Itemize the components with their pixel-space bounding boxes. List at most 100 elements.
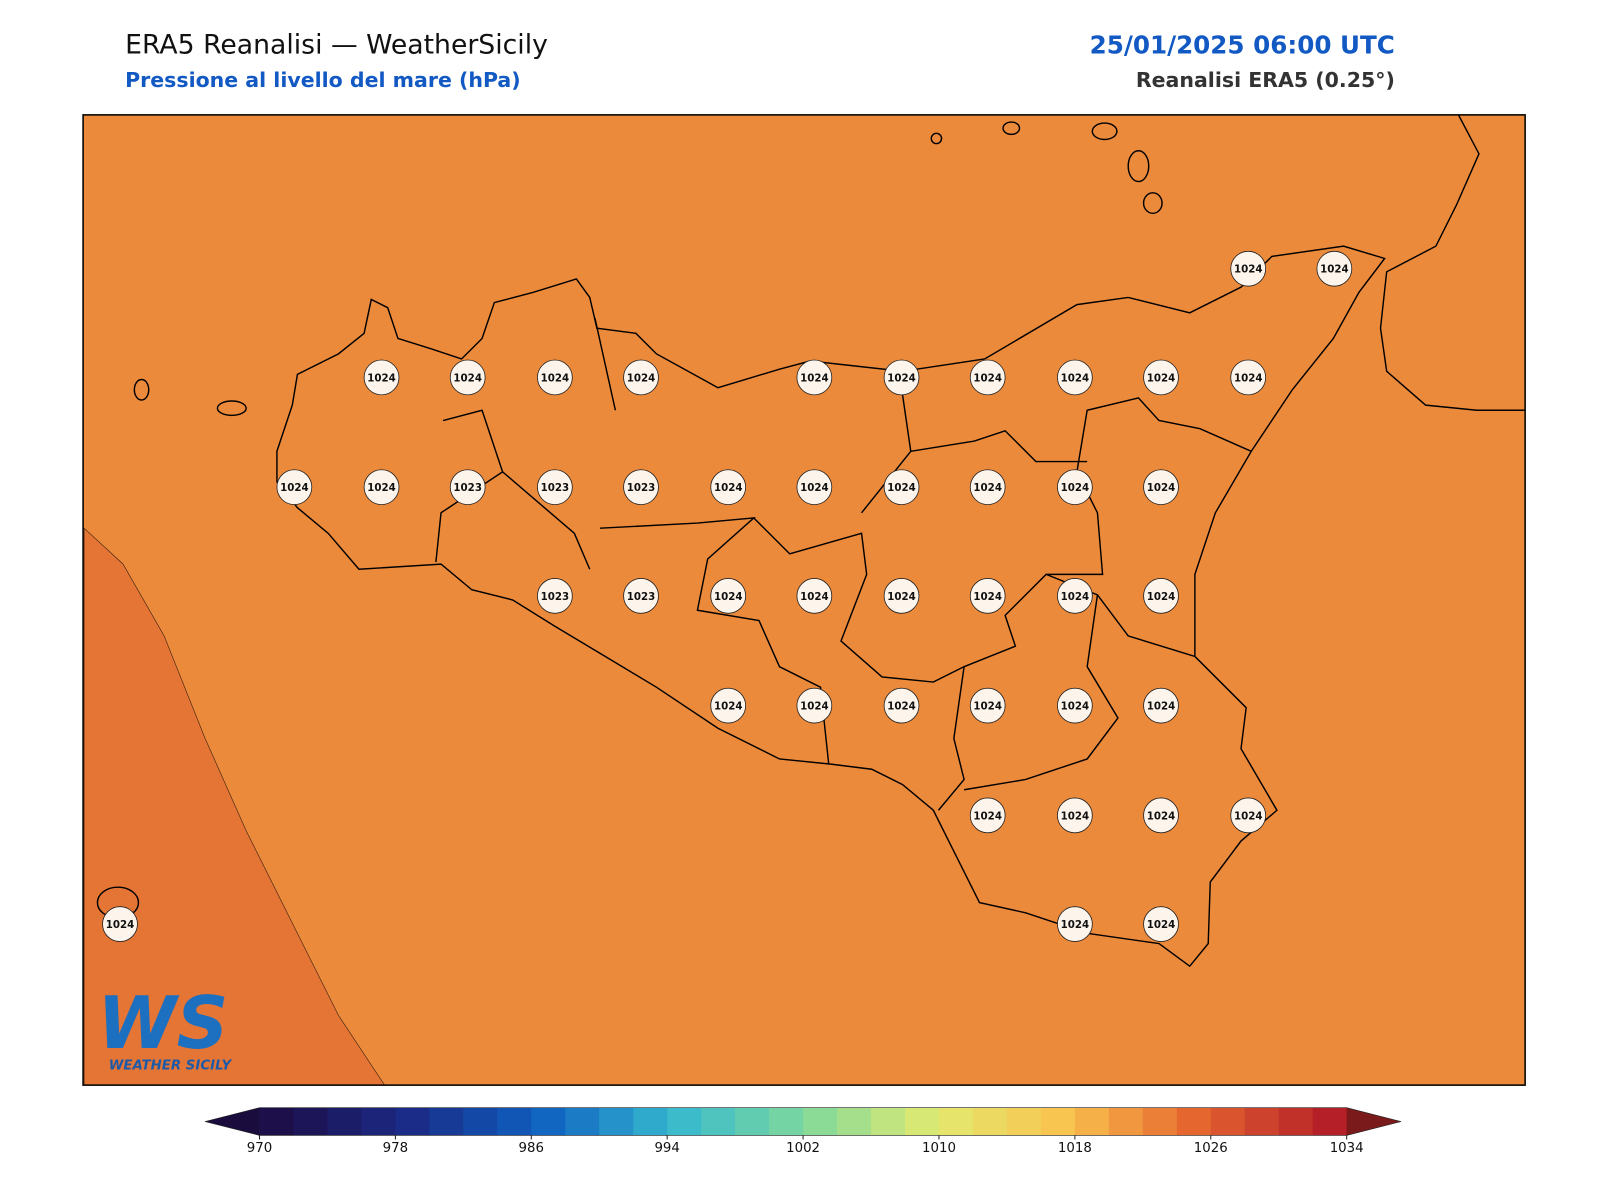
label-badge xyxy=(883,359,920,396)
date: 25/01/2025 06:00 UTC xyxy=(1090,30,1395,59)
pressure-label: 1024 xyxy=(800,591,829,603)
source: Reanalisi ERA5 (0.25°) xyxy=(1136,68,1395,92)
pressure-label: 1023 xyxy=(627,482,656,494)
pressure-label: 1023 xyxy=(541,482,570,494)
pressure-label: 1024 xyxy=(367,482,396,494)
colorbar-segment xyxy=(871,1107,906,1136)
sicily-coast xyxy=(276,245,1386,968)
pressure-label: 1024 xyxy=(1147,810,1176,822)
label-badge xyxy=(710,687,747,724)
pressure-label: 1024 xyxy=(1320,264,1349,276)
colorbar-tick-label: 1010 xyxy=(922,1141,956,1156)
label-badge xyxy=(796,687,833,724)
label-badge xyxy=(969,469,1006,506)
title: ERA5 Reanalisi — WeatherSicily xyxy=(125,29,548,60)
pressure-label: 1023 xyxy=(541,591,570,603)
pressure-label: 1024 xyxy=(627,372,656,384)
label-badge xyxy=(883,687,920,724)
colorbar-segment xyxy=(938,1107,974,1136)
pressure-label: 1024 xyxy=(1234,264,1263,276)
pressure-label: 1024 xyxy=(887,591,916,603)
colorbar-tick-label: 1034 xyxy=(1330,1141,1364,1156)
colorbar-segment xyxy=(1142,1107,1178,1136)
pressure-label: 1024 xyxy=(453,372,482,384)
colorbar-segment xyxy=(1244,1107,1280,1136)
island xyxy=(1142,192,1163,215)
pressure-label: 1024 xyxy=(1147,372,1176,384)
pressure-label: 1024 xyxy=(280,482,309,494)
colorbar-segment xyxy=(531,1107,566,1136)
label-badge xyxy=(1230,250,1267,287)
label-badge xyxy=(449,359,486,396)
island xyxy=(1127,150,1150,183)
island xyxy=(1091,122,1118,141)
colorbar-segment xyxy=(565,1107,600,1136)
label-badge xyxy=(1057,469,1093,506)
colorbar-segment xyxy=(395,1107,430,1136)
logo-mark: WS xyxy=(97,981,228,1065)
colorbar-segment xyxy=(1176,1107,1212,1136)
label-badge xyxy=(969,359,1006,396)
colorbar-segment xyxy=(1040,1107,1076,1136)
label-badge xyxy=(1143,797,1179,834)
colorbar-tick-label: 978 xyxy=(383,1141,408,1156)
label-badge xyxy=(1143,687,1179,724)
pressure-label: 1024 xyxy=(800,701,829,713)
colorbar-segment xyxy=(803,1107,838,1136)
pressure-label: 1024 xyxy=(1234,372,1263,384)
pressure-labels: 1024 1024 1024 1024 1024 1024 1024 1024 1024 1024… xyxy=(102,250,1353,942)
colorbar-tick-label: 1018 xyxy=(1058,1141,1092,1156)
pressure-label: 1024 xyxy=(1061,810,1090,822)
pressure-label: 1024 xyxy=(973,482,1002,494)
pressure-label: 1024 xyxy=(887,372,916,384)
label-badge xyxy=(883,469,920,506)
colorbar-segment xyxy=(972,1107,1008,1136)
colorbar-segment xyxy=(259,1107,294,1136)
colorbar-segment xyxy=(667,1107,702,1136)
label-badge xyxy=(969,797,1006,834)
pressure-label: 1024 xyxy=(1061,919,1090,931)
label-badge xyxy=(1143,469,1179,506)
colorbar-segment xyxy=(1108,1107,1144,1136)
label-badge xyxy=(276,469,313,506)
pressure-label: 1024 xyxy=(887,701,916,713)
colorbar-segment xyxy=(327,1107,362,1136)
colorbar-extend-high xyxy=(1346,1107,1402,1136)
island xyxy=(133,378,150,401)
pressure-label: 1024 xyxy=(1147,482,1176,494)
label-badge xyxy=(623,578,659,614)
label-badge xyxy=(796,469,833,506)
colorbar-segment xyxy=(1074,1107,1110,1136)
label-badge xyxy=(623,359,659,396)
pressure-label: 1024 xyxy=(973,810,1002,822)
label-badge xyxy=(1057,359,1093,396)
pressure-label: 1024 xyxy=(1234,810,1263,822)
label-badge xyxy=(449,469,486,506)
colorbar-tick-label: 1026 xyxy=(1194,1141,1228,1156)
label-badge xyxy=(537,469,573,506)
calabria-coast xyxy=(1379,114,1526,411)
label-badge xyxy=(969,578,1006,614)
pressure-label: 1024 xyxy=(1061,372,1090,384)
colorbar-segment xyxy=(701,1107,736,1136)
colorbar-extend-low xyxy=(205,1107,260,1136)
colorbar-segment xyxy=(293,1107,328,1136)
colorbar-segment xyxy=(1312,1107,1348,1136)
colorbar-tick-label: 970 xyxy=(247,1141,272,1156)
colorbar-segment xyxy=(497,1107,532,1136)
colorbar-segment xyxy=(361,1107,396,1136)
colorbar-segment xyxy=(429,1107,464,1136)
logo-name: WEATHER SICILY xyxy=(109,1059,233,1074)
logo: WS WEATHER SICILY xyxy=(97,981,232,1074)
label-badge xyxy=(710,469,747,506)
pressure-label: 1024 xyxy=(1061,701,1090,713)
label-badge xyxy=(623,469,659,506)
colorbar-segment xyxy=(1278,1107,1314,1136)
label-badge xyxy=(363,359,400,396)
pressure-label: 1024 xyxy=(541,372,570,384)
pressure-label: 1024 xyxy=(106,919,135,931)
label-badge xyxy=(102,906,138,942)
label-badge xyxy=(1057,687,1093,724)
